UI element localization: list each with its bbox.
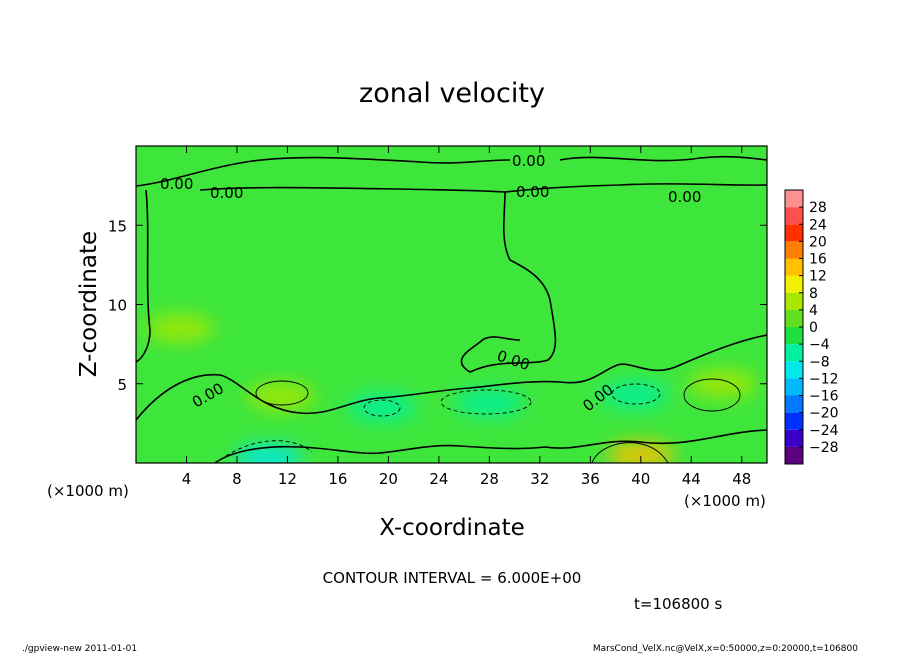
field-anomaly-3 <box>455 388 524 417</box>
colorbar-tick-label-2: 20 <box>809 234 827 250</box>
colorbar-tick-label-11: −16 <box>809 389 839 405</box>
colorbar-segment-13 <box>785 224 803 242</box>
colorbar-segment-15 <box>785 190 803 208</box>
colorbar-segment-2 <box>785 412 803 430</box>
contour-label-4: 0.00 <box>516 183 549 201</box>
chart-title: zonal velocity <box>359 78 545 109</box>
footer-right: MarsCond_VelX.nc@VelX,x=0:50000,z=0:2000… <box>593 644 858 654</box>
colorbar-tick-label-13: −24 <box>809 423 839 439</box>
colorbar-segment-12 <box>785 241 803 259</box>
x-tick-label-8: 36 <box>581 470 600 488</box>
x-tick-label-2: 12 <box>278 470 297 488</box>
plot-area <box>136 146 767 463</box>
x-tick-label-9: 40 <box>631 470 650 488</box>
colorbar-segment-5 <box>785 361 803 379</box>
y-tick-label-1: 10 <box>108 297 127 315</box>
field-background <box>136 146 767 463</box>
colorbar-tick-label-10: −12 <box>809 371 839 387</box>
colorbar-segment-10 <box>785 275 803 293</box>
colorbar <box>784 189 804 465</box>
contour-low <box>136 334 767 421</box>
neg-contour-1 <box>363 399 401 417</box>
y-axis-title: Z-coordinate <box>76 231 102 377</box>
x-tick-label-1: 8 <box>232 470 242 488</box>
neg-contour-3 <box>611 383 661 405</box>
colorbar-segment-6 <box>785 344 803 362</box>
neg-contour-2 <box>440 389 532 415</box>
field-anomaly-0 <box>247 382 316 411</box>
colorbar-tick-label-4: 12 <box>809 269 827 285</box>
colorbar-tick-label-5: 8 <box>809 286 818 302</box>
colorbar-segment-4 <box>785 378 803 396</box>
negative-contours <box>219 383 661 461</box>
field-anomaly-5 <box>606 441 675 463</box>
colorbar-segment-11 <box>785 258 803 276</box>
contour-left-shelf <box>136 189 151 363</box>
x-tick-label-0: 4 <box>182 470 192 488</box>
contour-labels: 0.00 0.00 0.00 0.00 0.00 0.00 0.00 0.00 <box>160 152 701 415</box>
pos-contour-1 <box>255 380 309 406</box>
y-tick-label-0: 5 <box>117 376 127 394</box>
x-units-right: (×1000 m) <box>684 492 766 510</box>
colorbar-tick-label-14: −28 <box>809 440 839 456</box>
colorbar-segment-1 <box>785 429 803 447</box>
x-tick-label-7: 32 <box>530 470 549 488</box>
x-tick-label-3: 16 <box>328 470 347 488</box>
x-tick-label-10: 44 <box>682 470 701 488</box>
colorbar-tick-label-7: 0 <box>809 320 818 336</box>
field-anomaly-6 <box>688 369 757 398</box>
pos-contour-3 <box>591 442 669 463</box>
contour-upper <box>136 155 767 187</box>
colorbar-segment-0 <box>785 446 803 464</box>
field-anomaly-1 <box>234 444 303 463</box>
colorbar-tick-label-8: −4 <box>809 337 830 353</box>
x-tick-label-4: 20 <box>379 470 398 488</box>
contour-label-2: 0.00 <box>160 175 193 193</box>
x-axis-title: X-coordinate <box>379 515 525 541</box>
colorbar-tick-label-9: −8 <box>809 354 830 370</box>
zero-contours <box>136 155 767 463</box>
colorbar-segment-14 <box>785 207 803 225</box>
pos-contour-2 <box>683 378 741 412</box>
x-tick-label-5: 24 <box>429 470 448 488</box>
y-tick-label-2: 15 <box>108 217 127 235</box>
field-anomaly-7 <box>146 314 215 343</box>
colorbar-tick-label-1: 24 <box>809 217 827 233</box>
colorbar-tick-label-0: 28 <box>809 200 827 216</box>
contour-label-3: 0.00 <box>210 184 243 202</box>
contour-label-1: 0.00 <box>512 152 545 170</box>
colorbar-tick-label-12: −20 <box>809 406 839 422</box>
contour-block <box>460 191 557 373</box>
y-axis-ticks: 5 10 15 <box>108 217 767 394</box>
positive-contours <box>255 378 741 463</box>
colorbar-segment-8 <box>785 309 803 327</box>
x-units-left: (×1000 m) <box>47 482 129 500</box>
contour-mid <box>199 183 767 193</box>
time-label: t=106800 s <box>634 595 722 613</box>
contour-interval-label: CONTOUR INTERVAL = 6.000E+00 <box>323 569 582 587</box>
footer-left: ./gpview-new 2011-01-01 <box>22 644 137 654</box>
colorbar-segment-9 <box>785 292 803 310</box>
colorbar-segment-3 <box>785 395 803 413</box>
colorbar-segment-7 <box>785 327 803 345</box>
x-tick-label-11: 48 <box>732 470 751 488</box>
contour-bottom <box>214 429 767 463</box>
colorbar-tick-label-3: 16 <box>809 252 827 268</box>
colorbar-tick-label-6: 4 <box>809 303 818 319</box>
x-tick-label-6: 28 <box>480 470 499 488</box>
contour-label-5: 0.00 <box>668 188 701 206</box>
x-axis-ticks: 4 8 12 16 20 24 28 32 36 40 44 48 <box>182 146 751 488</box>
